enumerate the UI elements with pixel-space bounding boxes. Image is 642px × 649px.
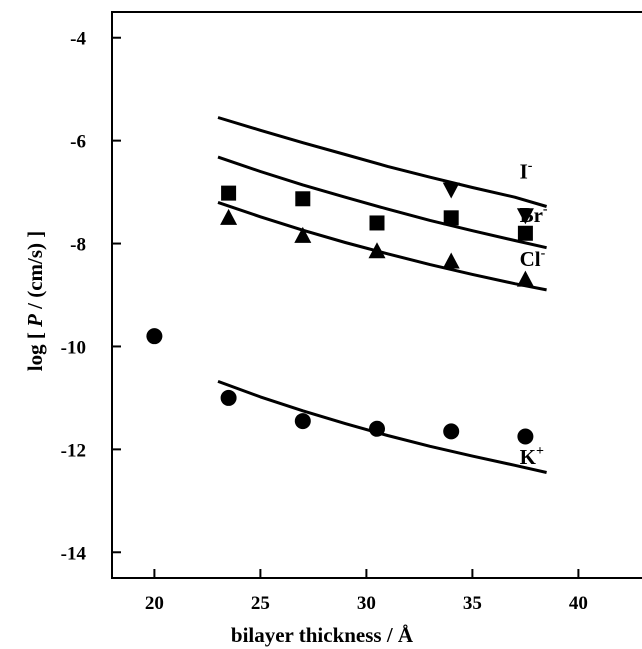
plot-frame [111,11,642,579]
series-label-base: K [520,445,537,469]
data-point-k [220,389,237,406]
fit-curve-cl [217,200,547,292]
data-point-k [443,423,460,440]
series-label-charge: - [528,159,533,174]
series-label-charge: + [536,444,544,459]
data-point-cl [368,242,386,259]
data-point-br [443,210,459,226]
data-point-k [369,420,385,437]
x-axis-title: bilayer thickness / Å [231,623,414,647]
series-label-cl: Cl- [520,246,546,271]
y-tick-label: -14 [61,543,87,564]
series-label-charge: - [543,202,548,217]
x-axis: 20 25 30 35 40 [145,569,588,614]
x-tick-label: 25 [251,593,270,614]
series-label-base: Cl [520,247,541,271]
y-axis-title: log [ P / (cm/s) ] [23,231,47,372]
series-label-base: I [520,160,528,184]
y-tick-label: -12 [61,440,86,461]
y-axis-title-variable: P [23,314,47,328]
fit-curve-i [217,116,548,208]
data-point-cl [442,252,460,269]
y-tick-label: -6 [70,132,86,153]
data-point-k [294,413,311,430]
data-point-cl [220,208,238,225]
y-tick-label: -4 [70,29,86,50]
x-tick-label: 30 [357,593,376,614]
series-label-i: I- [520,159,533,184]
x-tick-label: 40 [569,593,588,614]
y-axis: -4 -6 -8 -10 -12 -14 [61,29,121,564]
data-point-k [517,428,534,445]
y-tick-label: -8 [70,235,86,256]
x-tick-label: 35 [463,593,482,614]
y-tick-label: -10 [61,337,86,358]
data-point-k [146,328,163,345]
x-tick-label: 20 [145,593,164,614]
series-label-base: Br [520,203,543,227]
series-label-k: K+ [520,444,544,469]
y-axis-title-suffix: / (cm/s) ] [23,231,47,314]
data-point-cl [294,226,312,243]
data-point-cl [516,270,534,287]
fit-curve-k [217,379,547,474]
data-points [146,182,534,445]
series-label-charge: - [541,246,546,261]
data-point-br [221,185,237,201]
fit-curves [217,116,548,474]
data-point-br [295,191,311,207]
series-labels: I-Br-Cl-K+ [520,159,548,470]
fit-curve-br [217,155,547,250]
data-point-i [516,208,534,225]
y-axis-title-prefix: log [ [23,327,47,371]
data-point-br [517,225,533,241]
series-label-br: Br- [520,202,548,227]
data-point-i [442,182,460,199]
data-point-br [369,215,385,231]
axes-frame [111,11,642,579]
